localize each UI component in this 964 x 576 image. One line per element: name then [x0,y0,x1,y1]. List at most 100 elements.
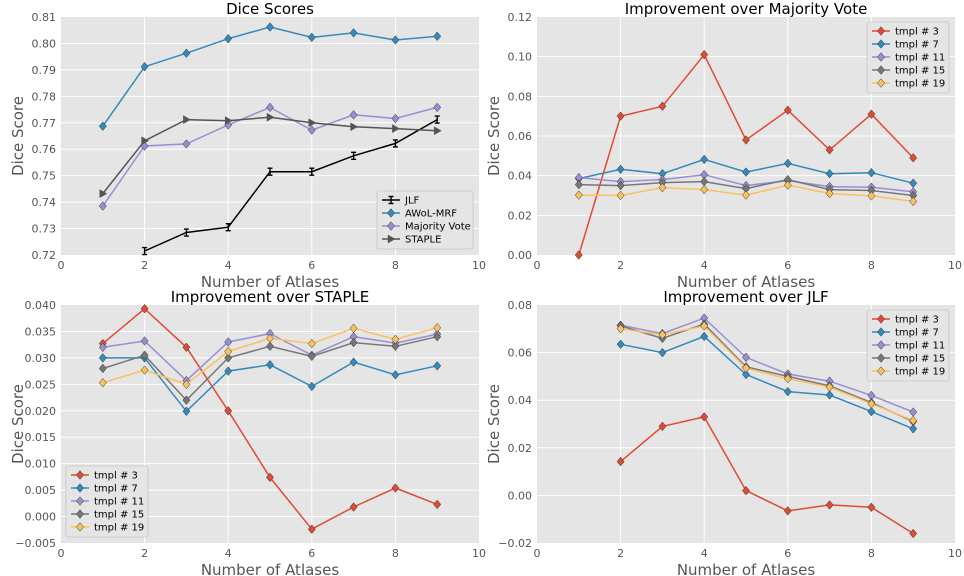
legend-entry: tmpl # 7 [872,327,939,339]
y-tick-label: 0.75 [32,170,57,183]
legend-entry: tmpl # 19 [872,366,945,378]
data-point [783,374,792,384]
y-tick-label: 0.020 [25,405,57,418]
legend-entry: tmpl # 11 [872,340,945,352]
data-point [574,250,583,260]
x-tick-label: 0 [58,259,65,272]
data-point [742,369,750,380]
data-point [267,167,273,176]
x-tick-label: 6 [784,547,791,560]
legend-entry: tmpl # 15 [872,65,945,77]
data-point [867,167,876,178]
data-point [349,323,358,333]
y-tick-label: 0.00 [508,249,533,262]
y-tick-label: 0.025 [25,378,57,391]
y-tick-label: 0.04 [508,170,533,183]
data-point [391,35,400,45]
series-tmpl-3 [616,412,918,539]
legend: tmpl # 3 tmpl # 7 tmpl # 11 tmpl # 15 tmpl #… [866,21,950,94]
data-point [224,116,233,126]
x-tick-label: 8 [868,259,875,272]
data-point [224,353,233,363]
legend-label: tmpl # 7 [94,484,138,495]
data-point [574,179,583,190]
data-point [825,382,834,392]
data-point [783,180,792,190]
series-tmpl-7 [616,331,918,434]
x-tick-label: 4 [701,547,708,560]
data-point [783,386,792,397]
legend-label: tmpl # 7 [895,40,939,51]
data-point [434,115,440,124]
data-point [266,22,274,32]
legend-marker [877,39,885,49]
data-point [700,154,709,165]
data-point [140,365,149,375]
data-point [742,352,750,363]
data-point [307,351,316,362]
data-point [142,246,148,256]
legend-label: Majority Vote [405,222,471,233]
x-tick-label: 8 [392,547,399,560]
data-point [700,412,709,422]
legend-label: tmpl # 15 [895,66,945,77]
legend-marker [877,26,885,36]
legend-label: tmpl # 19 [895,79,945,90]
data-point [433,102,442,113]
legend-label: tmpl # 11 [94,497,144,508]
legend-label: AWoL-MRF [405,209,457,220]
legend-label: tmpl # 11 [895,53,945,64]
data-point [182,379,191,390]
x-tick-label: 0 [534,547,541,560]
legend-label: tmpl # 19 [94,523,144,534]
y-tick-label: −0.005 [15,537,56,550]
x-axis-label: Number of Atlases [677,561,816,576]
data-point [309,167,315,176]
data-point [574,190,583,200]
series-tmpl-19 [574,180,918,207]
data-point [867,191,876,201]
legend-entry: JLF [382,196,420,207]
data-point [391,334,400,345]
data-point [349,502,358,512]
series-staple [99,112,442,199]
series-line [620,416,914,535]
series-tmpl-3 [574,49,918,260]
legend-box [376,190,474,250]
series-tmpl-19 [616,321,918,426]
legend-marker [76,522,84,532]
x-tick-label: 4 [225,547,232,560]
x-tick-label: 2 [617,259,624,272]
x-tick-label: 10 [948,259,962,272]
data-point [658,347,667,358]
data-point [98,353,107,363]
legend-label: tmpl # 7 [895,328,939,339]
y-tick-label: 0.12 [508,11,533,24]
data-point [867,399,876,409]
chart-title: Improvement over STAPLE [171,288,370,306]
chart-panel-3: 0 2 4 6 8 10 −0.005 0.000 0.005 0.010 0.015 0.020 0.… [9,288,486,576]
legend-label: tmpl # 15 [94,510,144,521]
x-tick-label: 2 [617,547,624,560]
x-tick-label: 6 [308,547,315,560]
legend-entry: tmpl # 7 [872,39,939,51]
data-point [433,499,442,510]
data-point [140,62,149,72]
data-point [307,338,316,349]
data-point [266,341,274,351]
data-point [349,28,358,38]
x-tick-label: 8 [392,259,399,272]
data-point [825,145,834,155]
data-point [616,190,625,201]
data-point [909,528,918,539]
data-point [266,360,274,370]
y-tick-label: 0.030 [25,352,57,365]
chart-title: Dice Scores [226,0,314,18]
legend-marker [76,496,84,506]
legend-entry: AWoL-MRF [382,208,457,220]
data-point [909,415,918,426]
y-tick-label: 0.06 [508,347,533,360]
x-tick-label: 10 [472,547,486,560]
x-tick-label: 4 [225,259,232,272]
